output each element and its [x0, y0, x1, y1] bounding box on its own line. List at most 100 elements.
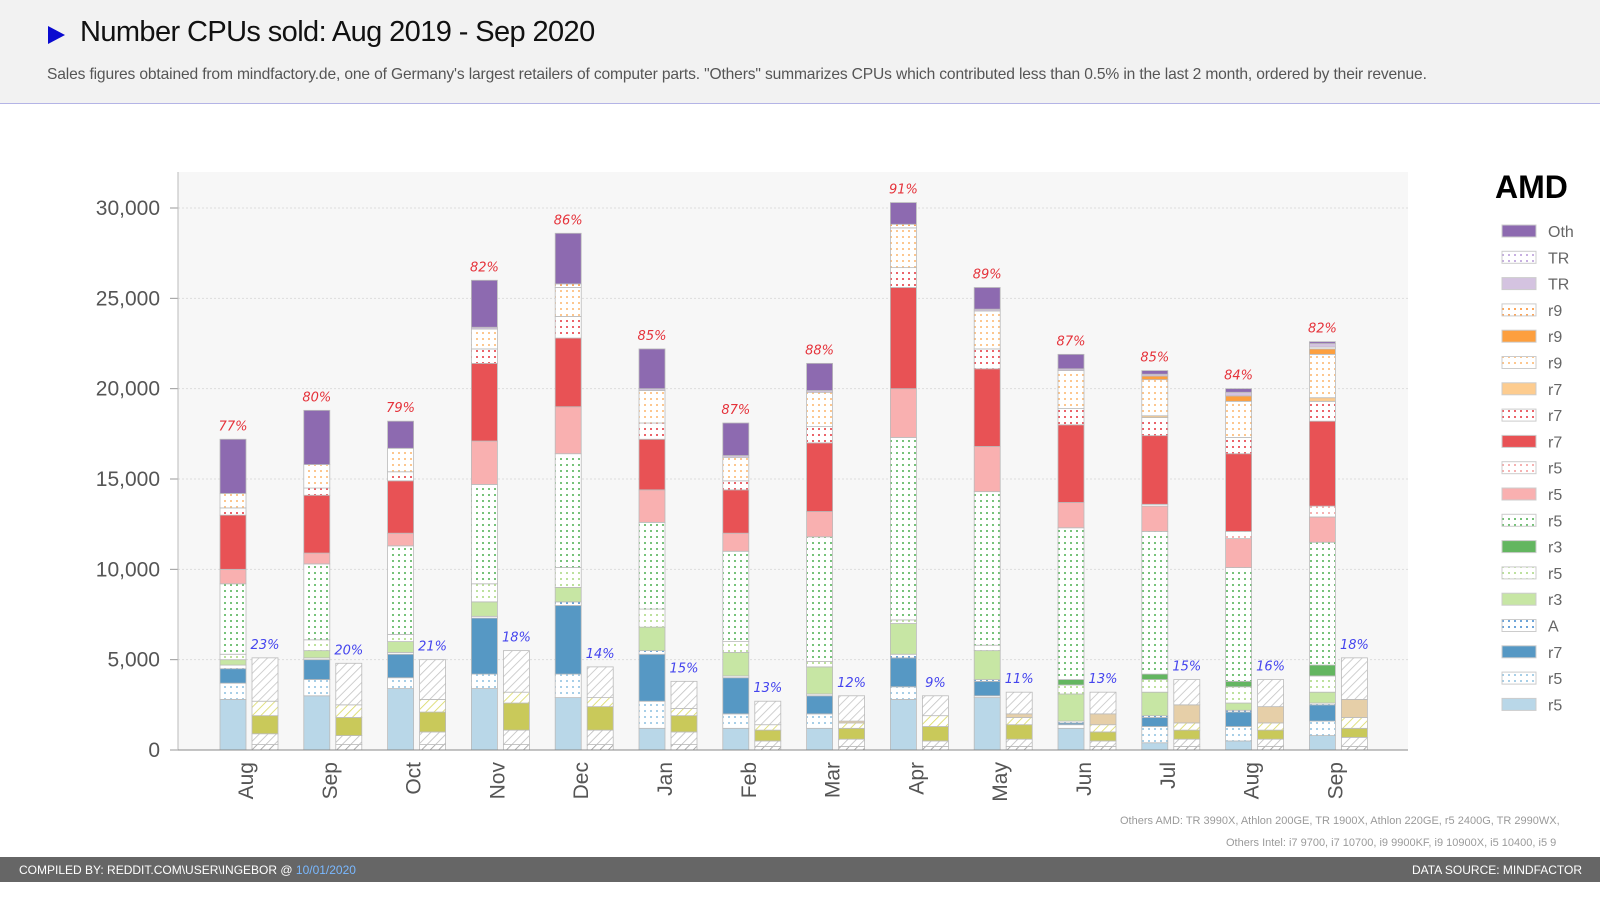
legend-swatch — [1501, 224, 1537, 238]
legend-label: r3 — [1548, 592, 1562, 609]
amd-bar-segment — [806, 391, 833, 428]
amd-bar-segment — [890, 227, 917, 269]
amd-share-label: 85% — [1140, 351, 1169, 366]
intel-share-label: 23% — [251, 638, 280, 653]
legend-swatch — [1501, 277, 1537, 291]
amd-bar-segment — [1225, 388, 1252, 393]
x-tick-label: Jun — [1073, 762, 1096, 796]
amd-bar-segment — [1309, 704, 1336, 722]
amd-bar-segment — [219, 514, 247, 570]
y-tick-label: 20,000 — [96, 378, 160, 401]
intel-bar-segment — [586, 706, 614, 731]
amd-bar-segment — [1309, 691, 1336, 704]
intel-bar-segment — [251, 700, 279, 717]
amd-bar-segment — [1057, 353, 1085, 370]
amd-bar-segment — [806, 666, 833, 695]
intel-bar-segment — [335, 744, 363, 751]
x-tick-label: Dec — [570, 762, 593, 799]
amd-bar-segment — [470, 688, 498, 751]
amd-bar-segment — [1057, 724, 1085, 729]
intel-share-label: 13% — [753, 681, 782, 696]
amd-bar-segment — [470, 617, 498, 675]
intel-bar-segment — [502, 729, 530, 745]
amd-bar-segment — [470, 484, 498, 585]
x-tick-label: Nov — [486, 762, 509, 800]
intel-bar-segment — [1173, 729, 1201, 740]
amd-bar-segment — [1309, 348, 1336, 355]
amd-bar-segment — [1141, 679, 1169, 693]
amd-bar-segment — [806, 713, 833, 729]
amd-bar-segment — [554, 315, 582, 339]
amd-bar-segment — [219, 583, 247, 655]
x-tick-label: Jul — [1157, 762, 1180, 789]
amd-bar-segment — [1141, 379, 1169, 417]
amd-bar-segment — [1309, 675, 1336, 693]
amd-bar-segment — [1141, 673, 1169, 680]
legend-swatch — [1501, 382, 1537, 396]
legend-label: r5 — [1548, 487, 1562, 504]
amd-bar-segment — [387, 641, 415, 653]
legend-swatch — [1501, 303, 1537, 317]
intel-bar-segment — [922, 726, 949, 742]
amd-bar-segment — [470, 279, 498, 328]
amd-bar-segment — [638, 727, 666, 751]
amd-bar-segment — [1225, 711, 1252, 727]
amd-bar-segment — [303, 409, 331, 465]
amd-bar-segment — [722, 727, 750, 751]
intel-bar-segment — [1089, 691, 1117, 715]
intel-bar-segment — [922, 740, 949, 747]
amd-bar-segment — [722, 652, 750, 677]
intel-bar-segment — [1257, 745, 1284, 751]
intel-share-label: 9% — [925, 676, 946, 691]
y-tick-label: 5,000 — [107, 649, 160, 672]
amd-bar-segment — [387, 545, 415, 635]
legend-swatch — [1501, 566, 1537, 580]
amd-bar-segment — [973, 491, 1001, 646]
amd-bar-segment — [638, 521, 666, 610]
amd-bar-segment — [1225, 740, 1252, 751]
amd-bar-segment — [1309, 420, 1336, 507]
intel-bar-segment — [502, 691, 530, 704]
chart: 0 5,000 10,000 15,000 20,000 25,000 30,000 77%… — [96, 169, 1574, 802]
amd-bar-segment — [470, 362, 498, 442]
amd-bar-segment — [1057, 527, 1085, 680]
amd-bar-segment — [890, 287, 917, 390]
chart-title: Number CPUs sold: Aug 2019 - Sep 2020 — [80, 16, 595, 48]
legend-label: Oth — [1548, 224, 1574, 241]
intel-bar-segment — [1341, 727, 1368, 738]
amd-share-label: 82% — [1308, 322, 1337, 337]
amd-bar-segment — [1141, 435, 1169, 505]
intel-bar-segment — [1341, 657, 1368, 700]
amd-bar-segment — [303, 552, 331, 565]
legend-swatch — [1501, 329, 1537, 343]
intel-bar-segment — [1173, 679, 1201, 706]
intel-bar-segment — [586, 729, 614, 745]
intel-bar-segment — [419, 731, 447, 745]
intel-bar-segment — [1173, 738, 1201, 747]
amd-bar-segment — [554, 287, 582, 317]
amd-bar-segment — [890, 619, 917, 624]
amd-bar-segment — [1141, 417, 1169, 437]
intel-bar-segment — [670, 715, 698, 733]
intel-bar-segment — [419, 699, 447, 713]
amd-bar-segment — [1057, 679, 1085, 686]
x-tick-label: Sep — [1324, 762, 1347, 799]
amd-bar-segment — [554, 673, 582, 699]
amd-bar-segment — [470, 583, 498, 603]
amd-bar-segment — [303, 679, 331, 697]
intel-bar-segment — [251, 733, 279, 745]
amd-share-label: 86% — [554, 213, 583, 228]
amd-share-label: 85% — [638, 329, 667, 344]
amd-bar-segment — [722, 550, 750, 642]
note-others-intel: Others Intel: i7 9700, i7 10700, i9 9900… — [1226, 837, 1557, 849]
amd-bar-segment — [722, 532, 750, 552]
intel-bar-segment — [502, 702, 530, 731]
amd-bar-segment — [1309, 720, 1336, 736]
amd-bar-segment — [219, 668, 247, 684]
amd-bar-segment — [1225, 538, 1252, 568]
legend: Oth TR TR r9 r9 r9 r7 r7 r7 r5 r5 r5 r3 r5 r3 Ar7 r5 r5 — [1501, 224, 1574, 714]
intel-bar-segment — [1257, 738, 1284, 747]
legend-swatch — [1501, 461, 1537, 475]
amd-share-label: 89% — [973, 267, 1002, 282]
amd-bar-segment — [387, 677, 415, 689]
